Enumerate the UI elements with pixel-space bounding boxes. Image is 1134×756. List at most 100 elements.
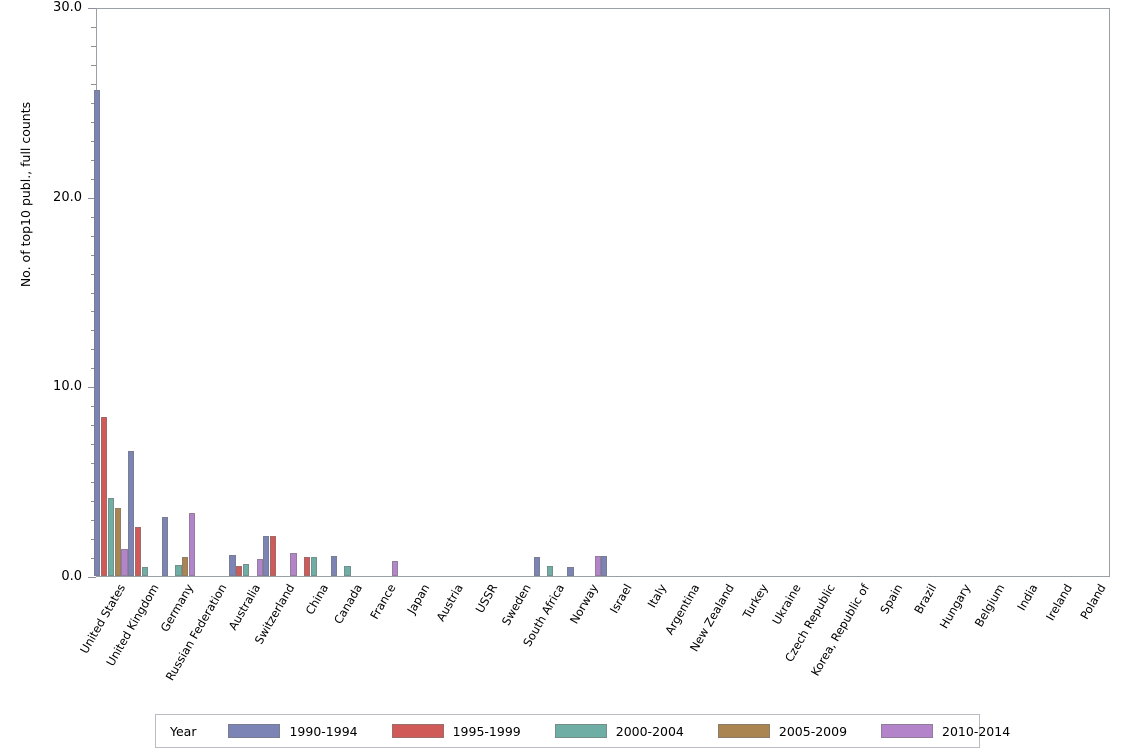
x-axis-tick-label-text: Turkey <box>739 581 771 621</box>
bar-group <box>705 9 739 576</box>
y-axis-minor-tick <box>91 254 96 256</box>
bar-group <box>300 9 334 576</box>
bars-layer <box>94 9 1111 576</box>
bar-group <box>263 9 300 576</box>
bar <box>547 565 554 576</box>
y-axis-minor-tick <box>91 539 96 541</box>
bar <box>175 564 182 576</box>
legend-entry[interactable]: 2005-2009 <box>717 724 847 739</box>
bar <box>141 566 148 576</box>
y-axis-minor-tick <box>91 235 96 237</box>
legend-title: Year <box>170 723 197 739</box>
x-axis-tick-label-text: Austria <box>433 581 467 624</box>
bar <box>330 556 337 576</box>
bar <box>256 558 263 576</box>
y-axis-major-tick <box>88 577 96 578</box>
bar <box>303 557 310 576</box>
y-axis-minor-tick <box>91 501 96 503</box>
bar-group <box>229 9 266 576</box>
y-axis-minor-tick <box>91 121 96 123</box>
bar <box>310 557 317 576</box>
x-axis-tick-label-text: Hungary <box>936 581 974 632</box>
x-axis-tick-label-text: Italy <box>644 581 669 611</box>
bar <box>290 553 297 576</box>
legend-entry[interactable]: 2010-2014 <box>881 724 1010 739</box>
legend-swatch <box>554 724 607 738</box>
bar <box>567 566 574 576</box>
bar-group <box>942 9 976 576</box>
bar-group <box>1043 9 1077 576</box>
y-axis-minor-tick <box>91 26 96 28</box>
bar-group <box>198 9 232 576</box>
chart-legend: Year 1990-1994 1995-1999 2000-2004 2005-200… <box>155 714 1010 748</box>
bar <box>594 556 601 576</box>
bar-group <box>976 9 1010 576</box>
plot-area <box>94 8 1111 577</box>
bar <box>182 557 189 576</box>
bar-group <box>672 9 706 576</box>
y-axis-minor-tick <box>91 83 96 85</box>
y-axis-tick-label: 10.0 <box>53 379 82 395</box>
bar <box>94 90 101 576</box>
bar <box>236 565 243 576</box>
bar <box>229 555 236 576</box>
y-axis-minor-tick <box>91 45 96 47</box>
y-axis-minor-tick <box>91 349 96 351</box>
bar <box>134 526 141 576</box>
legend-swatch <box>391 724 444 738</box>
x-axis-tick-label-text: France <box>367 581 399 622</box>
x-axis-tick-label-text: Canada <box>330 581 365 627</box>
bar <box>121 549 128 576</box>
bar-group <box>128 9 165 576</box>
x-axis-tick-label-text: Sweden <box>498 581 534 628</box>
legend-label: 1990-1994 <box>289 723 358 739</box>
bar <box>128 450 135 576</box>
legend-label: 2010-2014 <box>942 723 1011 739</box>
x-axis-tick-label-text: USSR <box>472 581 500 616</box>
y-axis-minor-tick <box>91 273 96 275</box>
legend-swatch <box>228 724 281 738</box>
bar <box>188 513 196 576</box>
y-axis: 0.0 10.0 20.0 30.0 <box>44 0 96 584</box>
legend-entry[interactable]: 2000-2004 <box>554 723 684 739</box>
bar-group <box>435 9 469 576</box>
legend-entry[interactable]: 1995-1999 <box>391 723 521 739</box>
y-axis-major-tick <box>88 8 96 9</box>
bar-group <box>469 9 503 576</box>
x-axis-tick-label-text: Japan <box>404 581 433 617</box>
bar-group <box>94 9 131 576</box>
x-axis-labels: United States United Kingdom Germany Russia… <box>77 578 1110 688</box>
x-axis-tick-label-text: Spain <box>877 581 906 617</box>
bar-group <box>601 9 638 576</box>
legend-label: 2000-2004 <box>615 723 684 739</box>
x-axis-tick-label-text: Poland <box>1077 581 1109 622</box>
bar-group <box>1077 9 1111 576</box>
legend-swatch <box>717 724 770 738</box>
y-axis-title: No. of top10 publ., full counts <box>18 101 33 288</box>
bar-group <box>161 9 199 576</box>
bar <box>601 556 608 576</box>
bar <box>391 560 398 576</box>
bar-group <box>567 9 604 576</box>
x-axis-tick-label-text: China <box>302 581 331 617</box>
y-axis-minor-tick <box>91 368 96 370</box>
legend-label: 1995-1999 <box>452 723 521 739</box>
bar-group <box>533 9 570 576</box>
bar-group <box>367 9 401 576</box>
bar-group <box>908 9 942 576</box>
y-axis-tick-label: 20.0 <box>53 189 82 205</box>
legend-entry[interactable]: 1990-1994 <box>228 723 358 739</box>
bar-group <box>807 9 841 576</box>
x-axis-tick-label-text: Brazil <box>911 581 940 617</box>
y-axis-minor-tick <box>91 406 96 408</box>
y-axis-minor-tick <box>91 330 96 332</box>
bar-group <box>1010 9 1044 576</box>
y-axis-tick-label: 30.0 <box>53 0 82 15</box>
y-axis-minor-tick <box>91 159 96 161</box>
bar <box>107 498 114 576</box>
bar <box>114 507 121 576</box>
y-axis-minor-tick <box>91 216 96 218</box>
x-axis-tick-label-text: Norway <box>567 581 602 627</box>
x-axis-tick-label-text: Ukraine <box>769 581 805 627</box>
